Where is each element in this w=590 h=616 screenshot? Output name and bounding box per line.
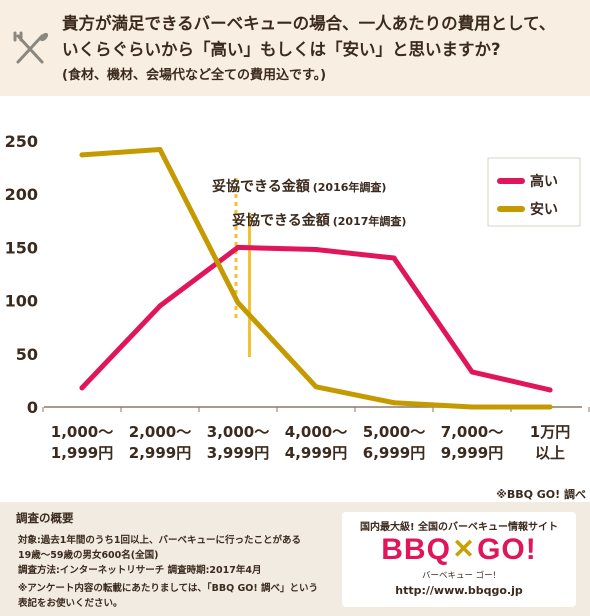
logo-mark-right: GO! xyxy=(477,533,537,566)
series-line-takai xyxy=(79,244,553,393)
reprint-note-cont: 表記をお使いください。 xyxy=(18,598,123,609)
x-tick-label: 3,999円 xyxy=(207,444,269,462)
y-tick-label: 0 xyxy=(27,398,38,417)
data-point xyxy=(235,300,241,306)
data-point xyxy=(469,404,475,410)
bbqgo-logo[interactable]: 国内最大級! 全国のバーベキュー情報サイト BBQ✕GO! バーベキュー ゴー!… xyxy=(342,512,576,607)
y-tick-label: 150 xyxy=(5,238,38,257)
survey-summary: 調査の概要 対象:過去1年間のうち1回以上、バーベキューに行ったことがある 19… xyxy=(0,502,590,616)
survey-target: 対象:過去1年間のうち1回以上、バーベキューに行ったことがある xyxy=(18,535,302,546)
legend-box xyxy=(487,157,581,227)
x-tick-label: 9,999円 xyxy=(441,444,503,462)
x-tick-label: 2,000〜 xyxy=(129,423,191,441)
fork-and-knife-icon xyxy=(13,31,49,64)
x-tick-label: 2,999円 xyxy=(129,444,191,462)
source-credit: ※BBQ GO! 調べ xyxy=(496,488,586,501)
y-tick-label: 50 xyxy=(16,345,38,364)
y-axis: 0 50 100 150 200 250 xyxy=(5,132,38,417)
x-tick-label: 5,000〜 xyxy=(363,423,425,441)
logo-mark-x: ✕ xyxy=(452,534,476,565)
annotation-label-2017: 妥協できる金額 (2017年調査) xyxy=(232,212,406,229)
logo-kana: バーベキュー ゴー! xyxy=(421,571,497,581)
legend-label: 安い xyxy=(530,201,558,218)
question-line-1: 貴方が満足できるバーベキューの場合、一人あたりの費用として、 xyxy=(62,14,556,33)
survey-method: 調査方法:インターネットリサーチ 調査時期:2017年4月 xyxy=(18,565,262,576)
data-point xyxy=(313,384,319,390)
annotation-label-2016: 妥協できる金額 (2016年調査) xyxy=(212,178,386,195)
y-tick-label: 200 xyxy=(5,185,38,204)
x-tick-label: 1,000〜 xyxy=(51,423,113,441)
logo-mark-left: BBQ xyxy=(381,533,451,566)
y-tick-label: 250 xyxy=(5,132,38,151)
data-point xyxy=(79,385,85,391)
price-perception-line-chart: 0 50 100 150 200 250 1,000〜 1,999円 2,000〜 2,999円… xyxy=(5,132,590,462)
x-tick-label: 7,000〜 xyxy=(441,423,503,441)
y-tick-label: 100 xyxy=(5,292,38,311)
data-point xyxy=(547,404,553,410)
x-tick-label: 4,999円 xyxy=(285,444,347,462)
logo-tagline: 国内最大級! 全国のバーベキュー情報サイト xyxy=(359,522,559,533)
data-point xyxy=(313,247,319,253)
x-axis: 1,000〜 1,999円 2,000〜 2,999円 3,000〜 3,999円 4,00… xyxy=(42,406,590,462)
x-tick-label: 3,000〜 xyxy=(207,423,269,441)
data-point xyxy=(79,152,85,158)
data-point xyxy=(157,303,163,309)
data-point xyxy=(547,387,553,393)
reprint-note: ※アンケート内容の転載にあたりましては、「BBQ GO! 調べ」という xyxy=(18,583,319,594)
question-line-2: いくらぐらいから「高い」もしくは「安い」と思いますか? xyxy=(62,40,501,59)
site-url-link[interactable]: http://www.bbqgo.jp xyxy=(395,584,523,597)
survey-target-detail: 19歳〜59歳の男女600名(全国) xyxy=(18,550,159,561)
x-tick-label: 6,999円 xyxy=(363,444,425,462)
data-point xyxy=(235,244,241,250)
legend-label: 高い xyxy=(530,173,558,190)
annotations: 妥協できる金額 (2016年調査) 妥協できる金額 (2017年調査) xyxy=(212,178,406,357)
data-point xyxy=(157,147,163,153)
question-note: (食材、機材、会場代など全ての費用込です。) xyxy=(62,68,327,83)
x-tick-label: 1,999円 xyxy=(51,444,113,462)
x-tick-label: 以上 xyxy=(535,444,565,462)
data-point xyxy=(391,255,397,261)
data-point xyxy=(391,400,397,406)
logo-mark: BBQ✕GO! xyxy=(342,532,576,567)
x-tick-label: 1万円 xyxy=(530,423,570,441)
x-tick-label: 4,000〜 xyxy=(285,423,347,441)
question-header: 貴方が満足できるバーベキューの場合、一人あたりの費用として、 いくらぐらいから「… xyxy=(0,0,590,96)
data-point xyxy=(469,369,475,375)
survey-summary-title: 調査の概要 xyxy=(16,511,74,525)
series-lines xyxy=(79,147,553,410)
